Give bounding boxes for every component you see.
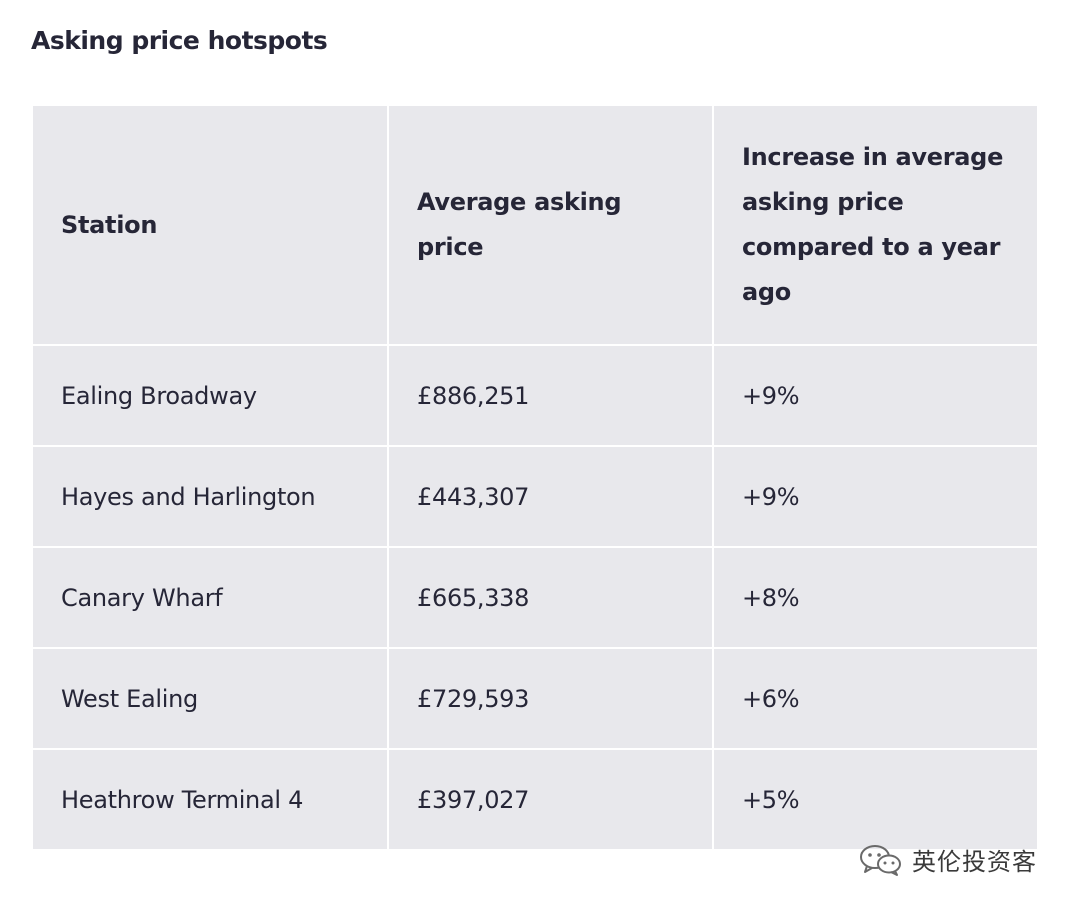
increase-cell: +6%	[712, 647, 1039, 750]
increase-cell: +9%	[712, 445, 1039, 548]
increase-cell: +8%	[712, 546, 1039, 649]
column-header-station: Station	[31, 104, 389, 346]
column-header-increase: Increase in average asking price compare…	[712, 104, 1039, 346]
table-row: West Ealing £729,593 +6%	[31, 647, 1039, 750]
table-row: Hayes and Harlington £443,307 +9%	[31, 445, 1039, 548]
asking-price-table: Station Average asking price Increase in…	[31, 104, 1039, 851]
column-header-average-price: Average asking price	[387, 104, 714, 346]
price-cell: £729,593	[387, 647, 714, 750]
increase-cell: +9%	[712, 344, 1039, 447]
table-header-row: Station Average asking price Increase in…	[31, 104, 1039, 346]
price-cell: £665,338	[387, 546, 714, 649]
wechat-icon	[858, 843, 904, 877]
page-title: Asking price hotspots	[31, 26, 328, 55]
station-cell: Hayes and Harlington	[31, 445, 389, 548]
station-cell: Heathrow Terminal 4	[31, 748, 389, 851]
price-cell: £397,027	[387, 748, 714, 851]
table-row: Heathrow Terminal 4 £397,027 +5%	[31, 748, 1039, 851]
watermark: 英伦投资客	[858, 842, 1037, 877]
watermark-text: 英伦投资客	[912, 848, 1037, 876]
station-cell: Ealing Broadway	[31, 344, 389, 447]
station-cell: West Ealing	[31, 647, 389, 750]
price-cell: £443,307	[387, 445, 714, 548]
price-cell: £886,251	[387, 344, 714, 447]
table-row: Ealing Broadway £886,251 +9%	[31, 344, 1039, 447]
station-cell: Canary Wharf	[31, 546, 389, 649]
increase-cell: +5%	[712, 748, 1039, 851]
table-row: Canary Wharf £665,338 +8%	[31, 546, 1039, 649]
